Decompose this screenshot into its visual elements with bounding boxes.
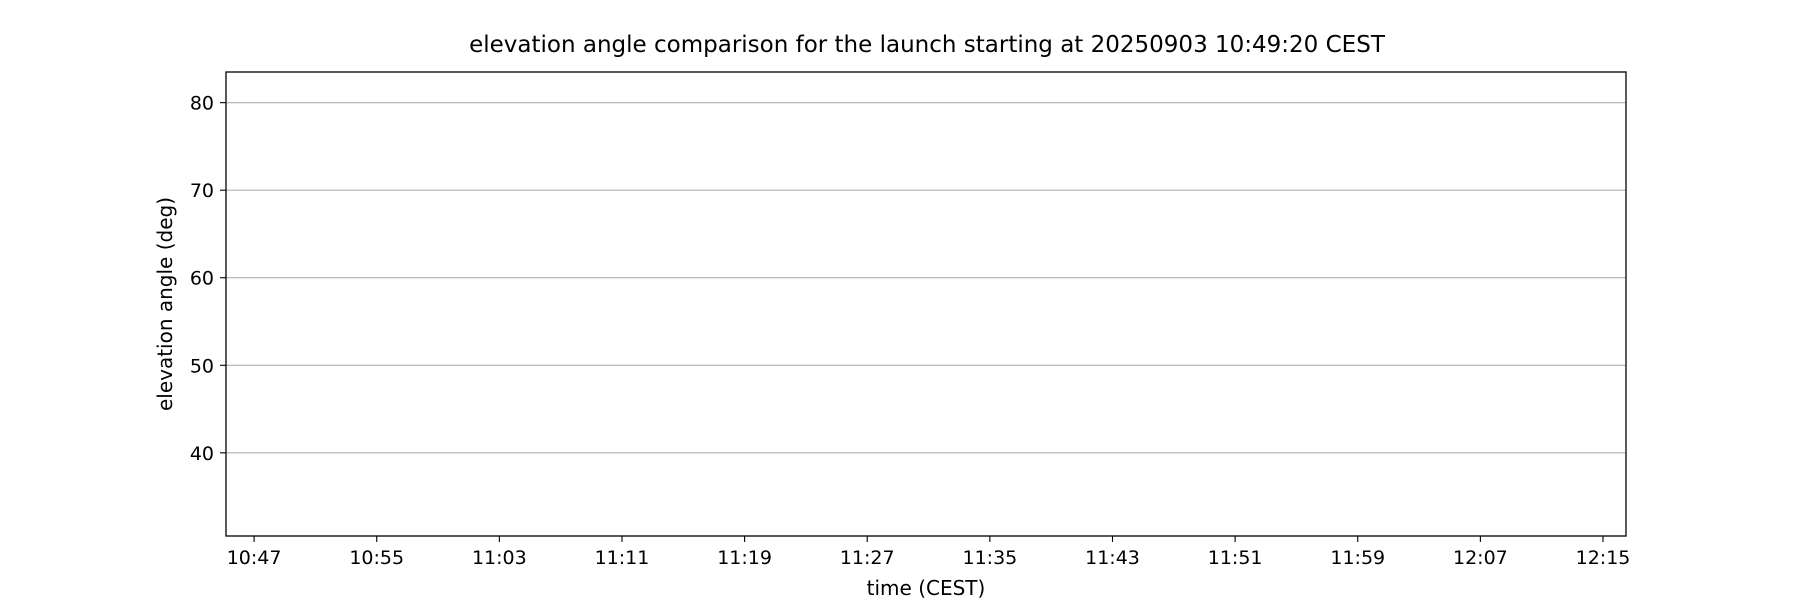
y-tick-label: 40	[190, 443, 214, 465]
y-tick-label: 70	[190, 180, 214, 202]
chart-title: elevation angle comparison for the launc…	[469, 32, 1386, 58]
x-tick-label: 11:59	[1330, 547, 1385, 569]
x-tick-label: 11:03	[472, 547, 527, 569]
x-axis-label: time (CEST)	[867, 576, 986, 600]
y-tick-label: 50	[190, 355, 214, 377]
x-tick-label: 12:15	[1576, 547, 1631, 569]
x-tick-label: 10:47	[227, 547, 282, 569]
x-tick-label: 11:43	[1085, 547, 1140, 569]
y-tick-label: 60	[190, 268, 214, 290]
x-axis: 10:47 10:55 11:03 11:11 11:19 11:27 11:35 11:43…	[227, 536, 1631, 569]
y-tick-label: 80	[190, 93, 214, 115]
x-tick-label: 11:27	[840, 547, 895, 569]
x-tick-label: 11:51	[1208, 547, 1263, 569]
x-tick-label: 11:11	[595, 547, 650, 569]
gridlines	[226, 102, 1626, 454]
x-tick-label: 12:07	[1453, 547, 1508, 569]
x-tick-label: 11:19	[717, 547, 772, 569]
y-axis-label: elevation angle (deg)	[153, 197, 177, 411]
x-tick-label: 11:35	[962, 547, 1017, 569]
y-axis: 40 50 60 70 80	[190, 93, 226, 465]
x-tick-label: 10:55	[349, 547, 404, 569]
plot-frame	[225, 71, 1627, 537]
